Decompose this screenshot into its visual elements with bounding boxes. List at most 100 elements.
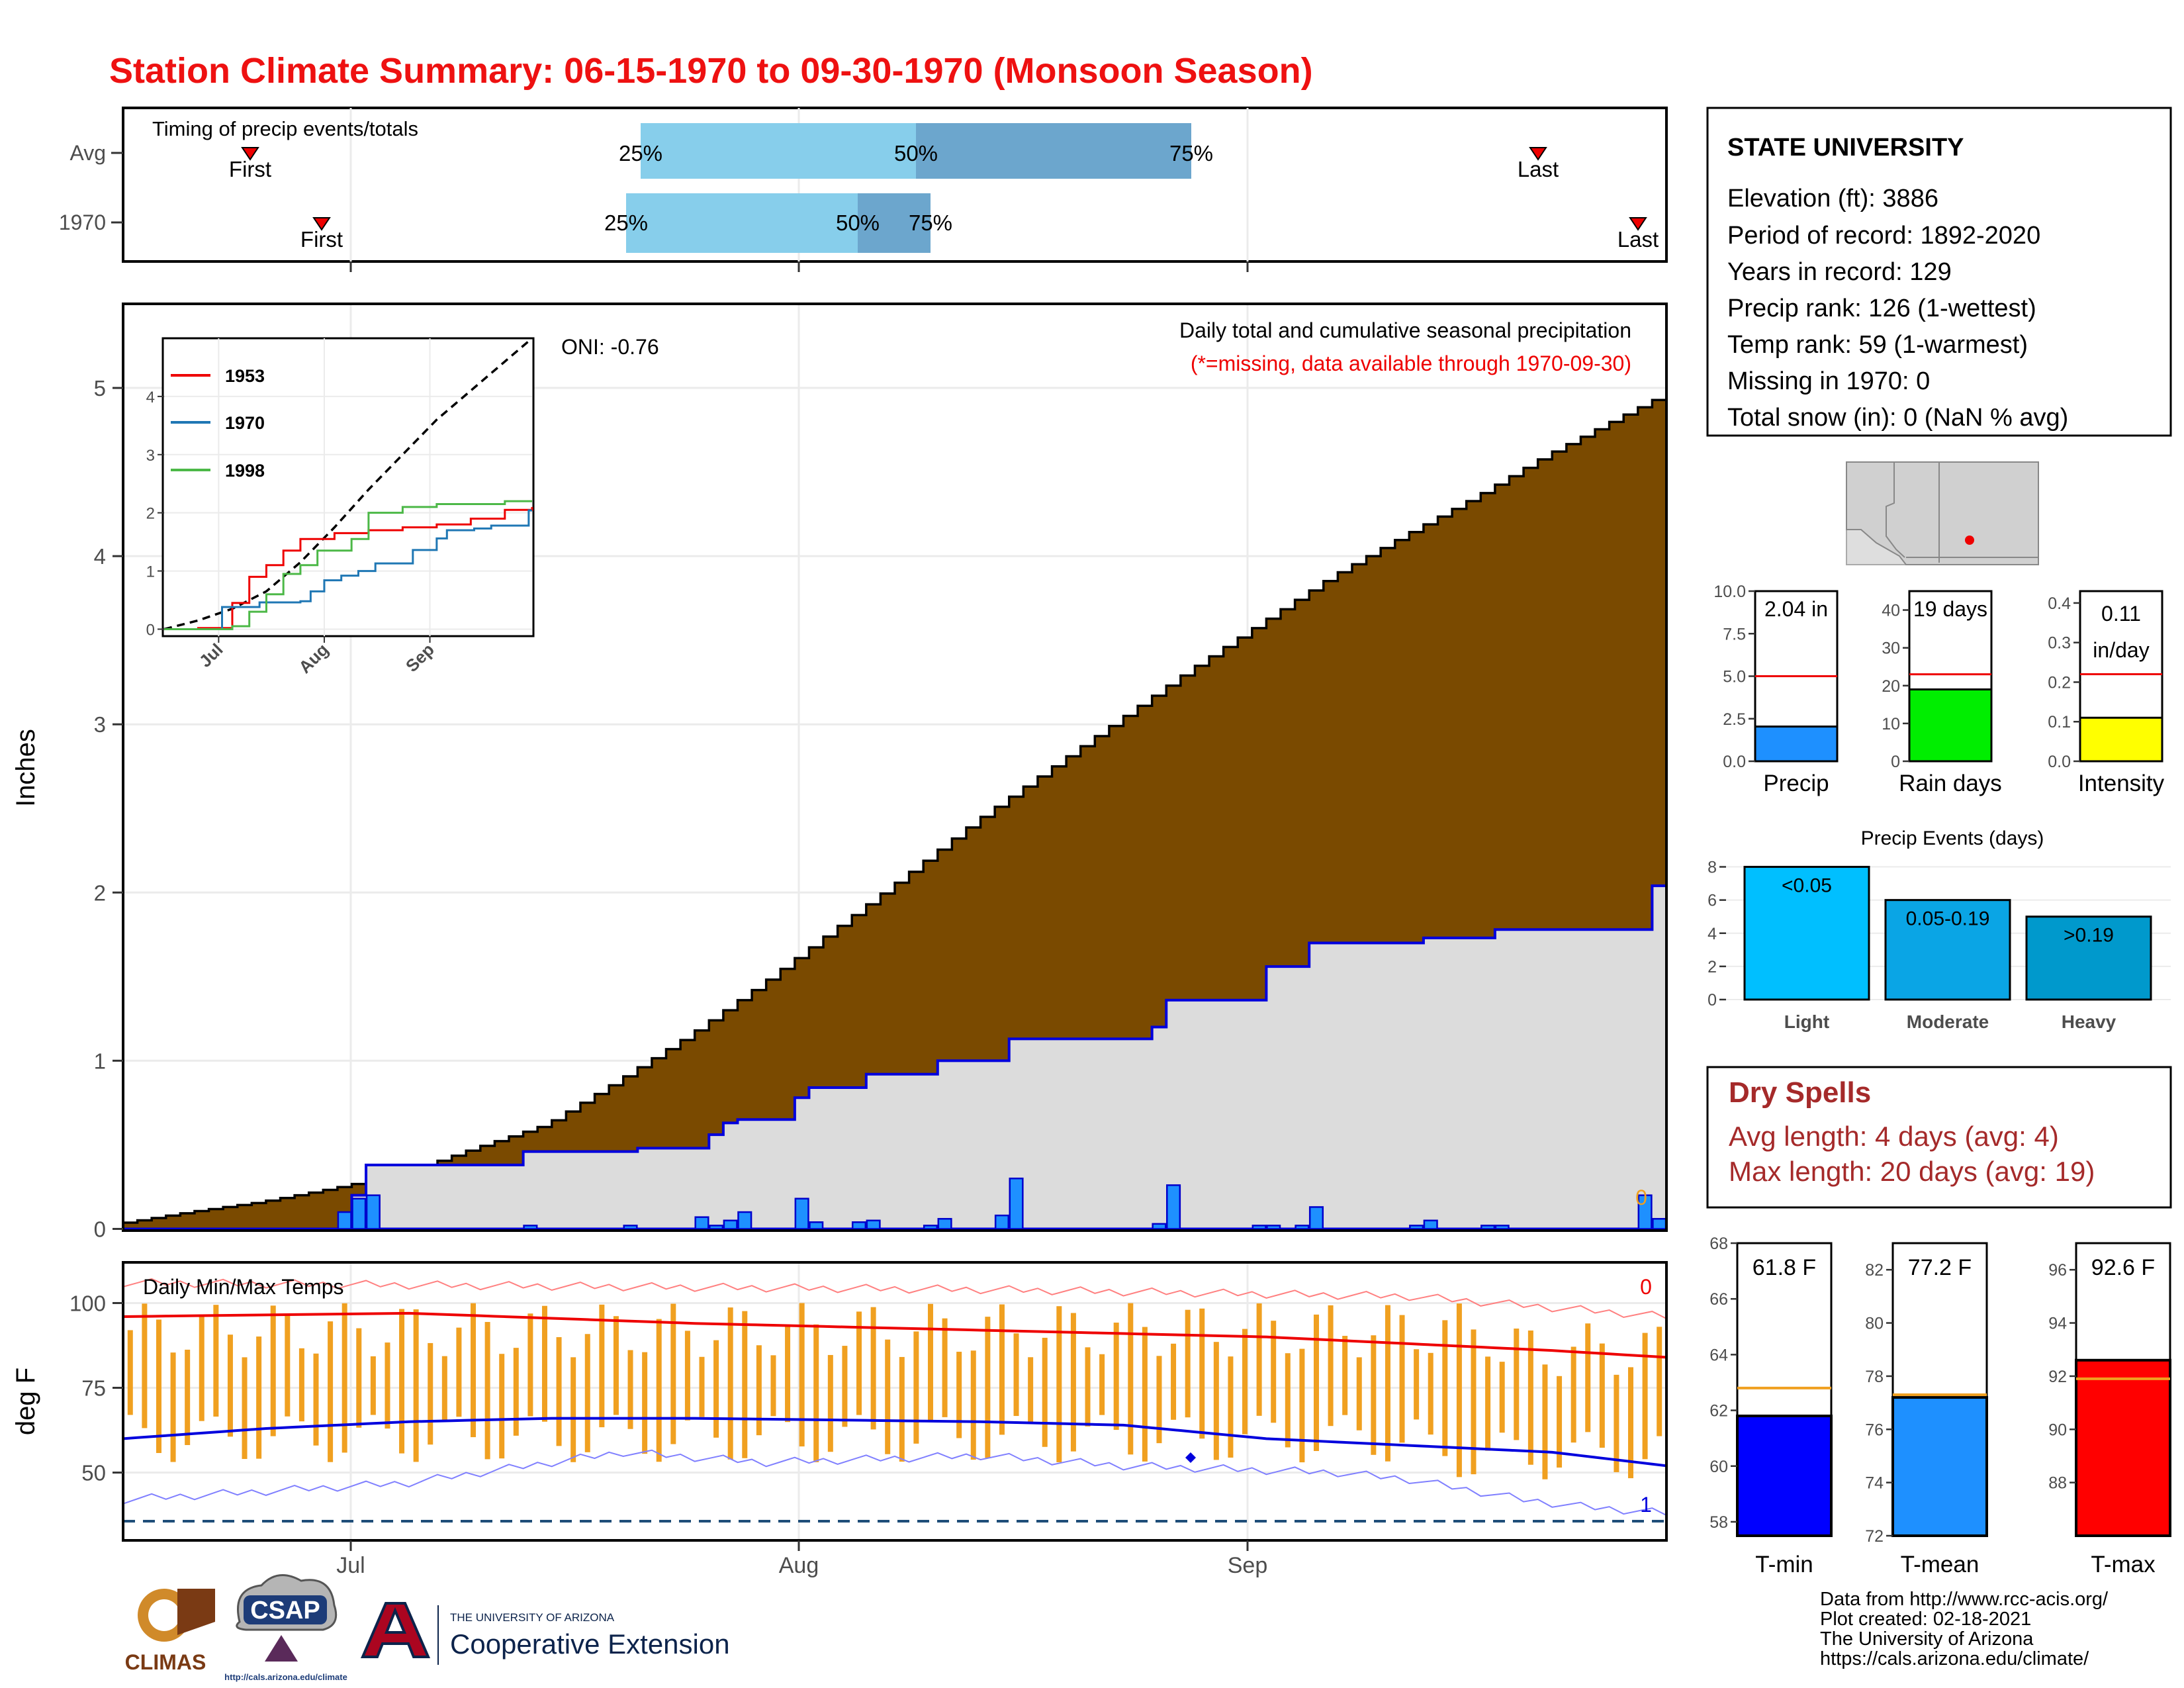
temp-summary-ytick-label-0-5: 68 [1709,1235,1728,1253]
p50-avg: 50% [894,141,938,165]
ua-block-a [360,1602,431,1658]
dry-spells-box: Dry Spells Avg length: 4 days (avg: 4) M… [1706,1066,2172,1209]
temp-bar-45 [770,1355,776,1417]
precip-ytick-label-0: 0 [94,1217,106,1241]
daily-bar-21 [1295,1225,1310,1230]
temp-bar-68 [1099,1354,1105,1415]
temp-summary-ytick-label-1-4: 80 [1865,1315,1884,1333]
temp-bar-18 [385,1342,390,1429]
temp-bar-79 [1256,1303,1262,1416]
inset-ytick-label-0: 0 [146,621,155,639]
timing-1970-25-50 [626,193,858,253]
inset-legend-1953: 1953 [225,366,265,386]
temp-bar-43 [742,1311,748,1458]
daily-bar-15 [994,1214,1009,1230]
daily-bar-2 [365,1194,381,1230]
mini-ytick-label-2-1: 0.1 [2048,713,2071,731]
daily-bar-28 [1652,1217,1667,1230]
daily-bar-5 [694,1216,709,1230]
ua-logo: THE UNIVERSITY OF ARIZONA Cooperative Ex… [360,1602,730,1665]
temp-frame [122,1261,1668,1542]
mini-bar-0 [1754,726,1839,763]
inset-ytick-label-3: 3 [146,447,155,465]
station-snow: Total snow (in): 0 (NaN % avg) [1727,404,2068,432]
precip-events-chart: Precip Events (days) <0.05 Light 0.05-0.19… [1707,827,2171,1032]
temp-extra-count: 1 [1640,1493,1652,1517]
mini-ytick-label-1-3: 30 [1882,639,1900,658]
event-bar-label-2: >0.19 [2064,925,2114,947]
temp-bar-96 [1499,1362,1505,1433]
p75-1970: 75% [909,211,952,235]
inset-lines [163,337,533,631]
temp-summary-title-0: T-min [1755,1552,1813,1577]
mini-title-0: Precip [1763,771,1829,796]
temp-bar-83 [1313,1314,1319,1451]
daily-bar-23 [1409,1225,1424,1230]
temp-bar-89 [1399,1315,1405,1443]
temp-bar-14 [328,1321,334,1462]
temp-bar-70 [1128,1303,1134,1455]
temp-bar-17 [370,1356,376,1415]
temp-bar-26 [499,1354,505,1459]
temp-ytick-label-2: 100 [69,1291,106,1315]
temp-bar-3 [170,1352,176,1462]
temp-bar-41 [713,1340,719,1438]
mini-ytick-label-2-4: 0.4 [2048,594,2071,613]
last-marker-1970 [1629,217,1647,231]
temp-bar-44 [756,1345,762,1436]
mini-unit-2: in/day [2093,638,2149,662]
temp-panel: 50 75 100 deg F Daily Min/Max Temps 0 1 Ju… [11,1261,1668,1578]
temp-summary-ytick-label-1-2: 76 [1865,1421,1884,1439]
temp-bar-51 [856,1311,862,1415]
mini-ytick-label-0-1: 2.5 [1723,710,1746,729]
temp-summary-chart-2: 88 90 92 94 96 92.6 F T-max [2048,1242,2171,1577]
page-title: Station Climate Summary: 06-15-1970 to 0… [109,51,1313,91]
last-label-1970: Last [1617,227,1659,252]
temp-bar-37 [656,1319,662,1462]
footer: Data from http://www.rcc-acis.org/ Plot … [125,1574,2109,1682]
temp-bar-76 [1213,1342,1219,1460]
temp-bar-56 [927,1303,933,1421]
temp-bar-95 [1485,1356,1491,1451]
temp-grid [123,1262,1666,1540]
temp-summary-ytick-label-1-1: 74 [1865,1474,1884,1493]
temp-bar-38 [670,1303,676,1444]
mini-chart-2: 0.0 0.1 0.2 0.3 0.4 0.11 in/day Intensity [2048,590,2165,796]
mini-ytick-label-1-0: 0 [1891,753,1900,771]
temp-bar-80 [1271,1321,1277,1423]
record-min-line [122,1449,1667,1516]
temp-bar-74 [1185,1309,1191,1418]
daily-bar-10 [809,1221,824,1230]
temp-bar-28 [527,1313,533,1417]
climas-logo-text: CLIMAS [125,1650,206,1674]
temp-bar-15 [341,1303,347,1453]
record-max-line [122,1278,1667,1319]
temp-bar-106 [1642,1333,1648,1460]
daily-bar-18 [1166,1184,1181,1230]
temp-bar-10 [270,1305,276,1436]
temp-bar-7 [227,1335,233,1437]
station-location-dot [1965,536,1974,545]
temp-bar-9 [256,1336,262,1459]
inset-legend-1998: 1998 [225,461,265,481]
map-border-az [1886,462,1905,558]
temp-panel-label: Daily Min/Max Temps [143,1275,343,1299]
temp-bar-20 [413,1309,419,1462]
csap-logo-text: CSAP [250,1597,320,1624]
temp-bar-39 [684,1331,690,1421]
xtick-label-jul: Jul [336,1553,365,1578]
climas-logo-inner [148,1599,180,1631]
temp-bar-69 [1113,1323,1119,1430]
temp-bar-57 [942,1318,948,1417]
temp-ytick-label-1: 75 [81,1376,106,1401]
daily-bar-25 [1480,1225,1496,1230]
mini-ytick-label-0-2: 5.0 [1723,668,1746,686]
temp-summary-ytick-label-2-2: 92 [2048,1368,2067,1386]
footer-line-2: Plot created: 02-18-2021 [1820,1609,2031,1630]
summary-bar-charts: 0.0 2.5 5.0 7.5 10.0 2.04 in Precip 0 10 20 30 40 19… [1713,583,2164,796]
mini-ytick-label-1-4: 40 [1882,602,1900,620]
cumulative-1970-area [123,884,1668,1231]
temp-bar-53 [885,1339,891,1454]
temp-bar-33 [599,1304,605,1428]
temp-bar-84 [1328,1305,1334,1427]
